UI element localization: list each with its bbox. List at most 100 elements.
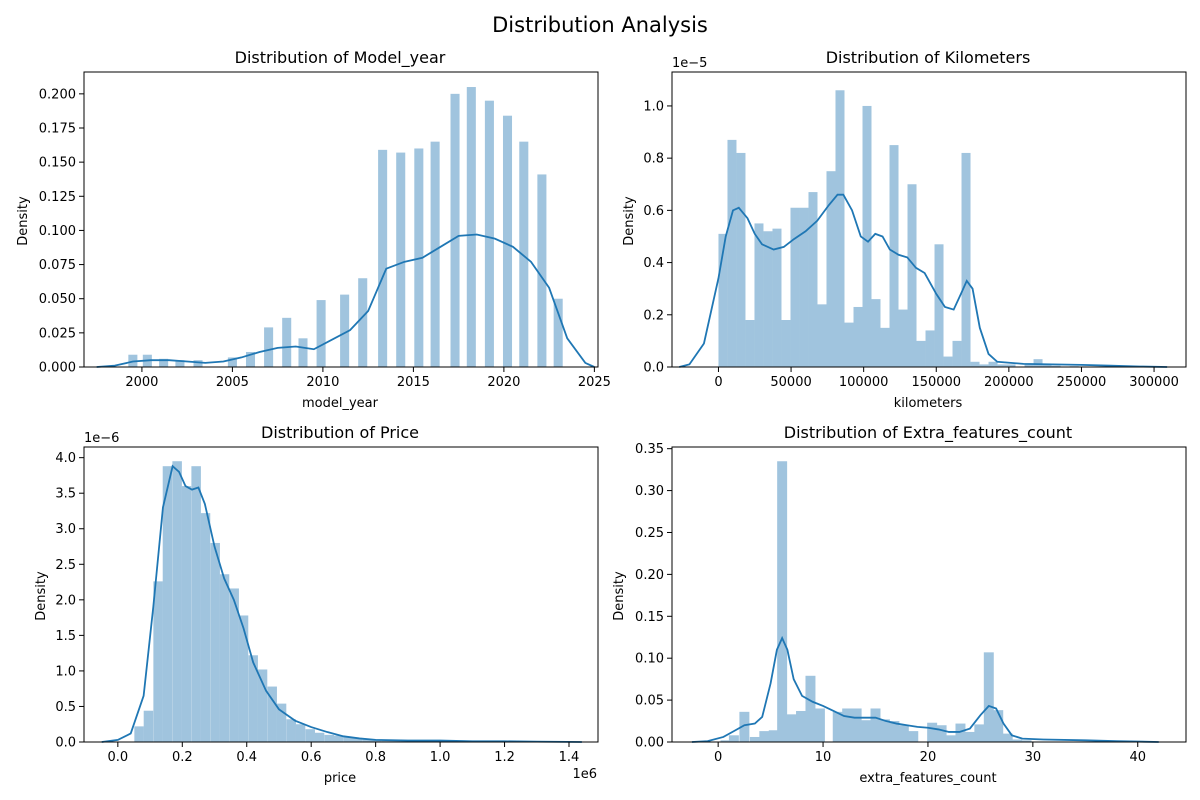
x-tick-label: 2025 [578,375,611,390]
histogram-bar [450,93,460,367]
histogram-bar [790,207,800,367]
histogram-bar [993,710,1004,742]
histogram-bar [295,724,306,742]
y-tick-label: 0.125 [39,190,76,205]
histogram-bar [229,588,239,742]
histogram-bar [908,731,919,742]
x-tick-label: 150000 [911,375,961,390]
histogram-bar [898,309,908,367]
x-axis-label: model_year [302,396,379,411]
y-tick-label: 0.10 [635,652,664,667]
x-offset-label: 1e6 [572,767,597,782]
histogram-bar [925,330,935,367]
histogram-bar [934,244,944,367]
histogram-bar [826,171,836,367]
y-tick-label: 0.4 [643,256,664,271]
histogram-bar [553,298,563,367]
x-tick-label: 0 [714,750,722,765]
histogram-bar [898,725,909,742]
histogram-bar [817,304,827,367]
histogram-bar [371,739,382,742]
histogram-bar [1024,364,1034,367]
histogram-bar [835,90,845,368]
histogram-bar [832,711,843,742]
x-tick-label: 10 [815,750,832,765]
y-tick-label: 0.20 [635,568,664,583]
x-axis-label: price [324,771,356,786]
histogram-bar [502,115,513,367]
y-offset-label: 1e−6 [84,431,119,446]
kde-curve [101,464,582,743]
histogram-bar [1051,365,1061,367]
histogram-bar [879,719,890,742]
x-tick-label: 1.4 [559,750,580,765]
histogram-bar [768,730,779,742]
histogram-bar [276,703,287,742]
histogram-bar [238,615,249,742]
y-tick-label: 0.00 [635,736,664,751]
x-tick-label: 2010 [306,375,339,390]
histogram-bar [961,152,971,367]
histogram-bar [248,655,258,742]
histogram-bar [153,581,163,742]
histogram-bar [871,299,881,367]
y-tick-label: 0.175 [39,121,76,136]
x-tick-label: 1.0 [430,750,451,765]
histogram-bar [267,686,277,742]
histogram-bar [282,317,292,367]
y-tick-label: 0.075 [39,258,76,273]
x-axis-label: extra_features_count [859,771,996,786]
y-tick-label: 0.05 [635,694,664,709]
x-tick-label: 2005 [216,375,249,390]
y-tick-label: 0.5 [55,700,76,715]
subplot-price: Distribution of Price price Density 1e−6… [34,423,599,786]
histogram-bar [728,735,739,742]
histogram-bar [286,719,296,742]
x-tick-label: 0.2 [172,750,193,765]
kde-curve [679,193,1168,368]
histogram-bar [1042,364,1052,367]
subplot-extra-features-count: Distribution of Extra_features_count ext… [612,423,1187,786]
histogram-bar [1006,364,1016,367]
histogram-bar [193,360,203,367]
y-tick-label: 3.0 [55,522,76,537]
histogram-bar [219,574,230,742]
x-tick-label: 0.4 [236,750,257,765]
histogram-bar [844,322,854,367]
axes-frame [83,446,599,743]
histogram-bar [181,486,192,742]
x-tick-label: 20 [920,750,937,765]
y-tick-label: 0.15 [635,610,664,625]
histogram-bar [736,152,746,367]
histogram-bar [997,364,1007,367]
y-tick-label: 0.25 [635,526,664,541]
y-tick-label: 0.30 [635,484,664,499]
histogram-bar [988,361,998,367]
subplot-title: Distribution of Model_year [235,48,446,68]
y-axis-label: Density [622,196,637,246]
y-tick-label: 0.2 [643,308,664,323]
histogram-bar [799,207,809,367]
histogram-bar [134,726,144,742]
histogram-bar [305,729,315,742]
y-tick-label: 0.050 [39,292,76,307]
y-tick-label: 0.025 [39,326,76,341]
histogram-bar [955,723,966,742]
x-tick-label: 0 [714,375,722,390]
histogram-bar [378,149,388,367]
subplot-model-year: Distribution of Model_year model_year De… [16,48,611,411]
histogram-bar [927,722,938,742]
kde-curve [96,233,595,368]
histogram-bar [245,351,256,367]
histogram-bar [759,731,770,742]
y-tick-label: 0.150 [39,156,76,171]
histogram-bar [964,731,975,742]
histogram-bar [763,231,773,367]
x-tick-label: 300000 [1129,375,1179,390]
histogram-bar [786,714,797,742]
histogram-bar [745,320,755,367]
y-axis-label: Density [612,571,627,621]
axes-frame [83,71,599,368]
figure-suptitle: Distribution Analysis [492,13,708,37]
